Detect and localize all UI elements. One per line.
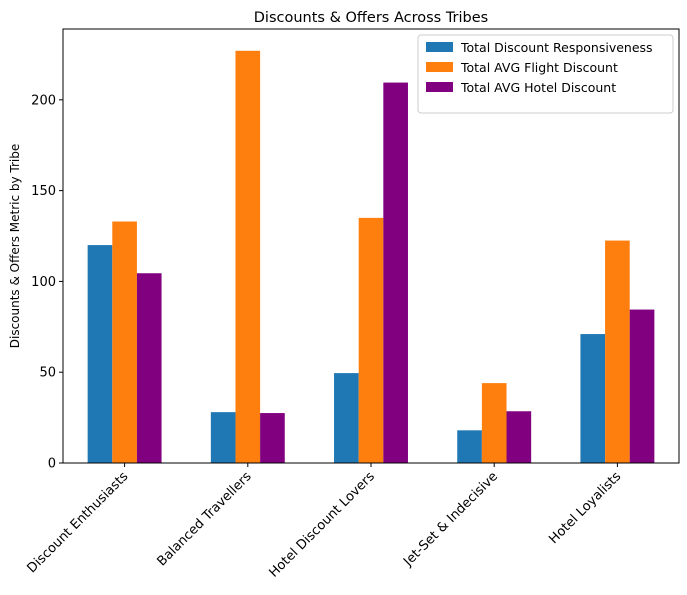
bar — [87, 245, 113, 463]
bar — [580, 334, 606, 463]
legend-swatch — [426, 82, 453, 92]
bar — [334, 373, 359, 463]
y-tick-label: 50 — [39, 366, 56, 381]
legend-label: Total AVG Hotel Discount — [460, 80, 616, 95]
bar — [506, 411, 532, 463]
bar — [457, 430, 482, 463]
y-axis-label: Discounts & Offers Metric by Tribe — [8, 144, 22, 349]
y-tick-label: 100 — [31, 275, 56, 290]
legend-box — [417, 34, 674, 114]
x-tick-label: Discount Enthusiasts — [24, 469, 131, 576]
bar — [605, 240, 630, 463]
chart-title: Discounts & Offers Across Tribes — [254, 10, 488, 26]
x-tick-label: Hotel Discount Lovers — [266, 469, 378, 581]
plot-area: Discount Enthusiasts Balanced Travellers H… — [24, 50, 655, 581]
y-tick-label: 0 — [48, 457, 56, 472]
legend-swatch — [426, 62, 453, 72]
legend: Total Discount Responsiveness Total AVG F… — [417, 34, 674, 114]
bar — [260, 413, 285, 463]
bar — [629, 309, 655, 463]
plot-frame — [62, 28, 680, 464]
y-tick-label: 200 — [31, 93, 56, 108]
legend-label: Total AVG Flight Discount — [460, 60, 618, 75]
bar — [358, 217, 384, 463]
bar — [136, 273, 162, 463]
legend-label: Total Discount Responsiveness — [460, 40, 653, 55]
bar — [235, 50, 261, 463]
legend-swatch — [426, 42, 453, 52]
bar — [112, 221, 137, 463]
bar — [481, 383, 507, 463]
x-tick-label: Hotel Loyalists — [546, 469, 624, 547]
x-tick-label: Jet-Set & Indecisive — [400, 469, 501, 570]
x-tick-label: Balanced Travellers — [154, 469, 254, 569]
bar — [383, 82, 408, 463]
y-tick-label: 150 — [31, 184, 56, 199]
bar — [210, 412, 236, 463]
